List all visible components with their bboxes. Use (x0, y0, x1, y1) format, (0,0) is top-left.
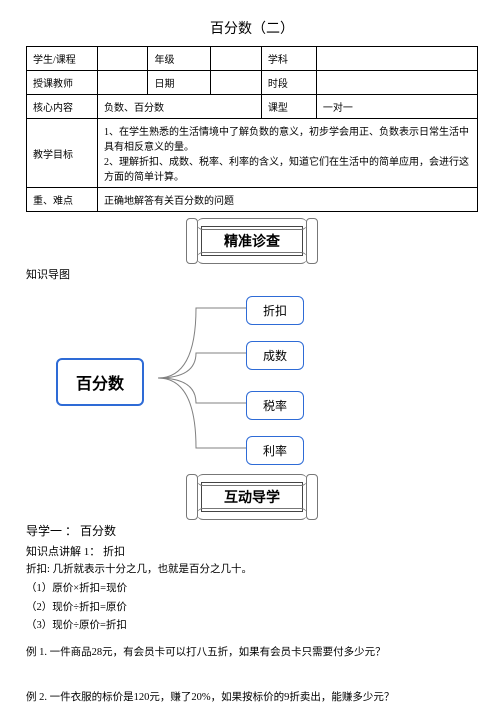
cell-value: 一对一 (316, 95, 477, 119)
cell-value (316, 71, 477, 95)
heading-knowledge-map: 知识导图 (26, 266, 478, 282)
cell-label: 日期 (148, 71, 211, 95)
kp1-title: 知识点讲解 1： 折扣 (26, 543, 478, 559)
cell-value (211, 47, 261, 71)
kp1-line: （1）原价×折扣=现价 (26, 581, 478, 597)
scroll-decor-icon (306, 218, 318, 264)
cell-label: 课型 (261, 95, 316, 119)
kp1-line: （3）现价÷原价=折扣 (26, 618, 478, 634)
mindmap-root: 百分数 (56, 358, 144, 406)
cell-value (316, 47, 477, 71)
table-row: 学生/课程 年级 学科 (27, 47, 478, 71)
cell-value (98, 47, 148, 71)
page-title: 百分数（二） (26, 18, 478, 38)
cell-value: 正确地解答有关百分数的问题 (98, 188, 478, 212)
scroll-decor-icon (186, 474, 198, 520)
example-1: 例 1. 一件商品28元，有会员卡可以打八五折，如果有会员卡只需要付多少元？ (26, 644, 478, 659)
table-row: 教学目标 1、在学生熟悉的生活情境中了解负数的意义，初步学会用正、负数表示日常生… (27, 119, 478, 188)
banner-label: 互动导学 (201, 482, 303, 512)
table-row: 授课教师 日期 时段 (27, 71, 478, 95)
cell-label: 核心内容 (27, 95, 98, 119)
banner-interactive-guide: 互动导学 (26, 482, 478, 512)
mindmap-links (156, 288, 256, 468)
kp1-line: 折扣: 几折就表示十分之几，也就是百分之几十。 (26, 562, 478, 578)
example-2: 例 2. 一件衣服的标价是120元，赚了20%，如果按标价的9折卖出，能赚多少元… (26, 689, 478, 704)
cell-label: 重、难点 (27, 188, 98, 212)
mindmap-child: 折扣 (246, 296, 304, 325)
cell-value: 负数、百分数 (98, 95, 262, 119)
cell-label: 年级 (148, 47, 211, 71)
table-row: 重、难点 正确地解答有关百分数的问题 (27, 188, 478, 212)
mindmap-child: 利率 (246, 436, 304, 465)
mindmap-child: 税率 (246, 391, 304, 420)
cell-label: 授课教师 (27, 71, 98, 95)
cell-value (211, 71, 261, 95)
cell-label: 学科 (261, 47, 316, 71)
mindmap: 百分数 折扣 成数 税率 利率 (56, 288, 478, 468)
cell-label: 时段 (261, 71, 316, 95)
cell-label: 学生/课程 (27, 47, 98, 71)
banner-label: 精准诊查 (201, 226, 303, 256)
kp1-line: （2）现价÷折扣=原价 (26, 600, 478, 616)
table-row: 核心内容 负数、百分数 课型 一对一 (27, 95, 478, 119)
banner-text: 精准诊查 (224, 233, 280, 249)
scroll-decor-icon (186, 218, 198, 264)
banner-precise-diagnosis: 精准诊查 (26, 226, 478, 256)
cell-value: 1、在学生熟悉的生活情境中了解负数的意义，初步学会用正、负数表示日常生活中具有相… (98, 119, 478, 188)
cell-label: 教学目标 (27, 119, 98, 188)
banner-text: 互动导学 (224, 489, 280, 505)
mindmap-child: 成数 (246, 341, 304, 370)
scroll-decor-icon (306, 474, 318, 520)
cell-value (98, 71, 148, 95)
guide1-title: 导学一 ： 百分数 (26, 522, 478, 539)
info-table: 学生/课程 年级 学科 授课教师 日期 时段 核心内容 负数、百分数 课型 一对… (26, 46, 478, 212)
